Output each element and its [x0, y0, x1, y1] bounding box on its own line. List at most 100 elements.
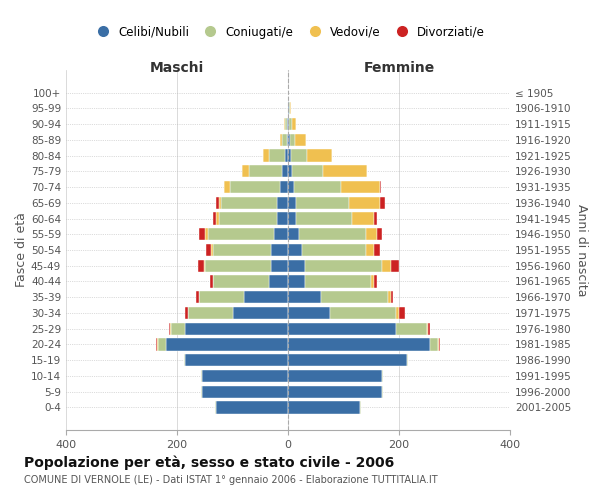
Bar	[283, 165, 288, 177]
Bar	[296, 212, 352, 224]
Bar	[185, 354, 288, 366]
Bar	[377, 228, 382, 240]
Text: Popolazione per età, sesso e stato civile - 2006: Popolazione per età, sesso e stato civil…	[24, 455, 394, 469]
Bar	[288, 118, 289, 130]
Bar	[158, 338, 166, 350]
Bar	[285, 118, 287, 130]
Bar	[352, 212, 374, 224]
Bar	[292, 165, 323, 177]
Bar	[169, 322, 170, 335]
Bar	[166, 338, 288, 350]
Bar	[288, 260, 305, 272]
Bar	[269, 150, 285, 162]
Bar	[288, 196, 296, 209]
Bar	[288, 307, 329, 319]
Bar	[213, 276, 269, 287]
Bar	[374, 212, 377, 224]
Y-axis label: Anni di nascita: Anni di nascita	[575, 204, 588, 296]
Bar	[407, 354, 409, 366]
Bar	[288, 354, 407, 366]
Y-axis label: Fasce di età: Fasce di età	[15, 212, 28, 288]
Bar	[302, 244, 366, 256]
Bar	[274, 228, 288, 240]
Bar	[221, 196, 277, 209]
Bar	[218, 212, 277, 224]
Bar	[427, 322, 428, 335]
Bar	[244, 291, 288, 304]
Bar	[199, 291, 244, 304]
Bar	[199, 228, 205, 240]
Bar	[374, 276, 377, 287]
Bar	[208, 228, 274, 240]
Bar	[185, 307, 188, 319]
Bar	[213, 244, 271, 256]
Bar	[305, 260, 382, 272]
Bar	[201, 370, 202, 382]
Bar	[196, 291, 199, 304]
Bar	[288, 291, 322, 304]
Bar	[216, 402, 288, 413]
Bar	[399, 307, 404, 319]
Text: Femmine: Femmine	[364, 61, 434, 75]
Bar	[218, 196, 221, 209]
Legend: Celibi/Nubili, Coniugati/e, Vedovi/e, Divorziati/e: Celibi/Nubili, Coniugati/e, Vedovi/e, Di…	[91, 26, 485, 38]
Bar	[216, 196, 218, 209]
Bar	[170, 322, 172, 335]
Bar	[230, 181, 280, 193]
Bar	[284, 118, 285, 130]
Bar	[216, 212, 218, 224]
Bar	[295, 134, 307, 146]
Bar	[391, 291, 394, 304]
Bar	[382, 386, 383, 398]
Bar	[184, 354, 185, 366]
Bar	[271, 260, 288, 272]
Bar	[288, 181, 293, 193]
Bar	[366, 244, 374, 256]
Bar	[288, 228, 299, 240]
Bar	[172, 322, 185, 335]
Bar	[382, 260, 391, 272]
Bar	[299, 228, 366, 240]
Bar	[198, 260, 203, 272]
Bar	[201, 386, 202, 398]
Bar	[288, 134, 290, 146]
Bar	[396, 307, 399, 319]
Bar	[242, 165, 249, 177]
Bar	[349, 196, 380, 209]
Bar	[329, 307, 396, 319]
Bar	[289, 102, 290, 115]
Bar	[280, 134, 283, 146]
Bar	[293, 181, 341, 193]
Bar	[210, 276, 212, 287]
Text: COMUNE DI VERNOLE (LE) - Dati ISTAT 1° gennaio 2006 - Elaborazione TUTTITALIA.IT: COMUNE DI VERNOLE (LE) - Dati ISTAT 1° g…	[24, 475, 437, 485]
Bar	[202, 386, 288, 398]
Bar	[307, 150, 332, 162]
Bar	[292, 118, 296, 130]
Bar	[205, 260, 271, 272]
Bar	[360, 402, 361, 413]
Bar	[213, 212, 216, 224]
Bar	[224, 181, 230, 193]
Bar	[366, 228, 377, 240]
Bar	[288, 212, 296, 224]
Bar	[188, 307, 233, 319]
Bar	[288, 276, 305, 287]
Bar	[277, 196, 288, 209]
Bar	[202, 370, 288, 382]
Text: Maschi: Maschi	[150, 61, 204, 75]
Bar	[280, 181, 288, 193]
Bar	[249, 165, 283, 177]
Bar	[288, 165, 292, 177]
Bar	[185, 322, 288, 335]
Bar	[305, 276, 371, 287]
Bar	[269, 276, 288, 287]
Bar	[288, 402, 360, 413]
Bar	[288, 244, 302, 256]
Bar	[283, 134, 287, 146]
Bar	[288, 386, 382, 398]
Bar	[371, 276, 374, 287]
Bar	[206, 244, 211, 256]
Bar	[277, 212, 288, 224]
Bar	[288, 150, 291, 162]
Bar	[211, 244, 213, 256]
